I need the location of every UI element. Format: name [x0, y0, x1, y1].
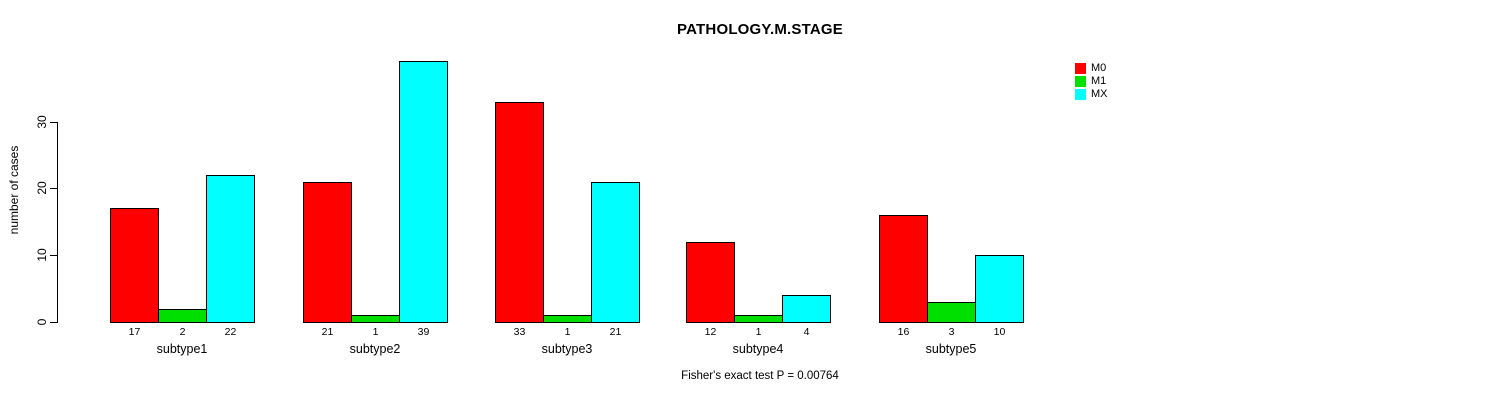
y-axis-tick-label: 30	[35, 114, 49, 129]
bar-m0-subtype3	[495, 102, 544, 323]
y-axis-tick	[50, 255, 57, 257]
y-axis-line	[57, 121, 58, 323]
bar-value-label: 21	[609, 326, 622, 338]
y-axis-tick-label: 20	[35, 181, 49, 196]
bar-value-label: 17	[128, 326, 141, 338]
category-label: subtype5	[925, 342, 977, 356]
bar-m0-subtype1	[110, 208, 159, 323]
bar-value-label: 3	[948, 326, 955, 338]
category-label: subtype1	[156, 342, 208, 356]
bar-value-label: 1	[755, 326, 762, 338]
bar-m0-subtype5	[879, 215, 928, 323]
bar-value-label: 16	[897, 326, 910, 338]
legend-swatch-m0	[1075, 63, 1086, 74]
y-axis-tick-label: 0	[35, 318, 49, 326]
legend-label: M0	[1091, 62, 1107, 74]
bar-value-label: 22	[224, 326, 237, 338]
bar-m1-subtype4	[734, 315, 783, 323]
y-axis-tick	[50, 121, 57, 123]
bar-value-label: 2	[179, 326, 186, 338]
bar-value-label: 33	[513, 326, 526, 338]
bar-mx-subtype5	[975, 255, 1024, 323]
legend: M0 M1 MX	[1075, 62, 1108, 101]
bar-mx-subtype2	[399, 61, 448, 323]
bar-mx-subtype3	[591, 182, 640, 323]
category-label: subtype2	[349, 342, 401, 356]
category-label: subtype3	[541, 342, 593, 356]
bar-value-label: 1	[564, 326, 571, 338]
bar-m0-subtype2	[303, 182, 352, 323]
y-axis-tick	[50, 188, 57, 190]
y-axis-label: number of cases	[7, 145, 21, 235]
chart-title: PATHOLOGY.M.STAGE	[677, 21, 843, 38]
legend-label: MX	[1091, 88, 1108, 100]
category-label: subtype4	[732, 342, 784, 356]
bar-value-label: 4	[803, 326, 810, 338]
y-axis-tick-label: 10	[35, 248, 49, 262]
bar-value-label: 1	[372, 326, 379, 338]
bar-m0-subtype4	[686, 242, 735, 323]
legend-item: M1	[1075, 75, 1108, 88]
legend-item: M0	[1075, 62, 1108, 75]
footnote: Fisher's exact test P = 0.00764	[681, 370, 839, 382]
bar-mx-subtype1	[206, 175, 255, 323]
bar-mx-subtype4	[782, 295, 831, 323]
legend-swatch-mx	[1075, 89, 1086, 100]
legend-label: M1	[1091, 75, 1107, 87]
bar-value-label: 12	[704, 326, 717, 338]
bar-m1-subtype1	[158, 309, 207, 323]
bar-m1-subtype3	[543, 315, 592, 323]
legend-swatch-m1	[1075, 76, 1086, 87]
bar-m1-subtype2	[351, 315, 400, 323]
bar-m1-subtype5	[927, 302, 976, 323]
bar-value-label: 39	[417, 326, 430, 338]
bar-value-label: 21	[321, 326, 334, 338]
y-axis-tick	[50, 322, 57, 323]
legend-item: MX	[1075, 88, 1108, 101]
bar-value-label: 10	[993, 326, 1006, 338]
